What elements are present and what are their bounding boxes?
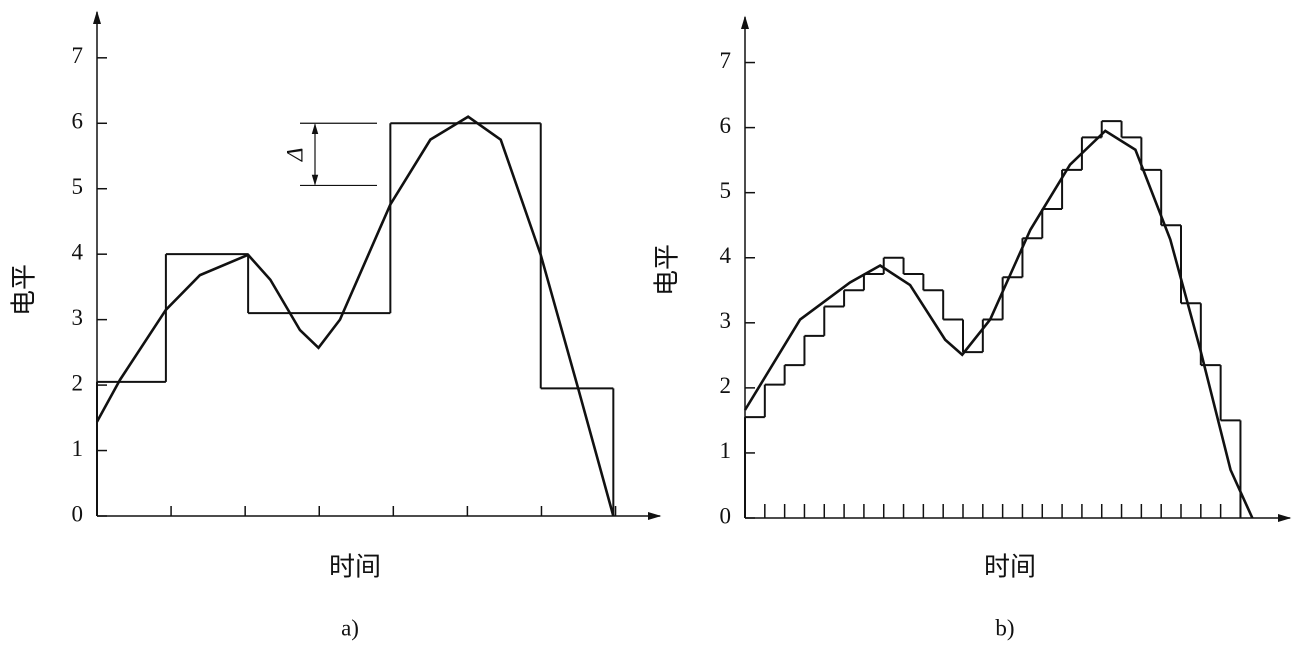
y-tick-label: 0 <box>72 501 84 526</box>
x-axis-label: 时间 <box>329 553 381 583</box>
caption: a) <box>341 615 359 640</box>
y-tick-label: 2 <box>720 373 732 398</box>
y-tick-label: 7 <box>720 48 732 73</box>
y-tick-label: 0 <box>720 503 732 528</box>
y-tick-label: 5 <box>72 174 84 199</box>
y-tick-label: 1 <box>720 438 732 463</box>
y-tick-label: 1 <box>72 436 84 461</box>
y-tick-label: 2 <box>72 370 84 395</box>
y-tick-label: 6 <box>72 109 84 134</box>
y-tick-label: 3 <box>720 308 732 333</box>
signal-curve <box>95 115 615 517</box>
x-axis-label: 时间 <box>984 553 1036 583</box>
y-axis-label: 电平 <box>653 244 683 296</box>
y-tick-label: 6 <box>720 113 732 138</box>
y-tick-label: 5 <box>720 178 732 203</box>
y-tick-label: 4 <box>720 243 732 268</box>
signal-curve <box>743 129 1254 519</box>
caption: b) <box>995 615 1014 640</box>
y-tick-label: 3 <box>72 305 84 330</box>
y-tick-label: 7 <box>72 43 84 68</box>
delta-label: Δ <box>282 148 307 163</box>
y-tick-label: 4 <box>72 239 84 264</box>
y-axis-label: 电平 <box>10 264 40 316</box>
